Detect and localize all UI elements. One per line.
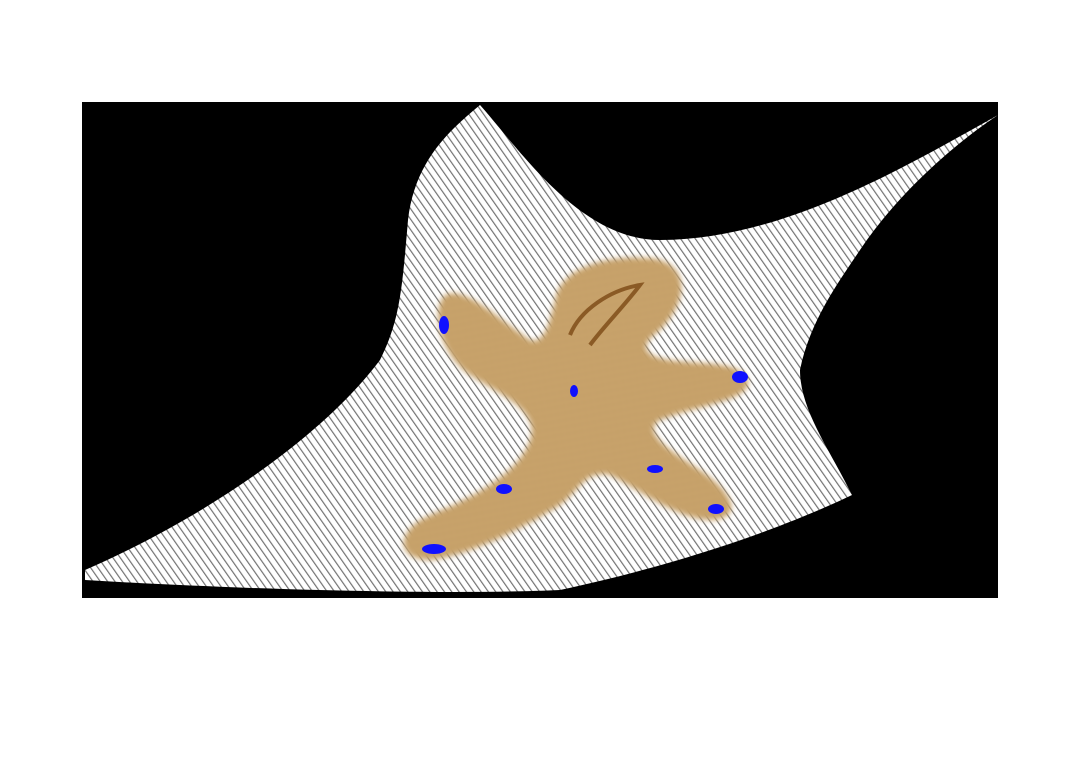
marker [708,504,724,514]
starfish-fold [568,282,645,347]
marker [647,465,663,473]
marker [570,385,578,397]
marker [422,544,446,554]
marker [496,484,512,494]
marker [732,371,748,383]
starfish [403,257,749,560]
marker [439,316,449,334]
markers [422,316,748,554]
